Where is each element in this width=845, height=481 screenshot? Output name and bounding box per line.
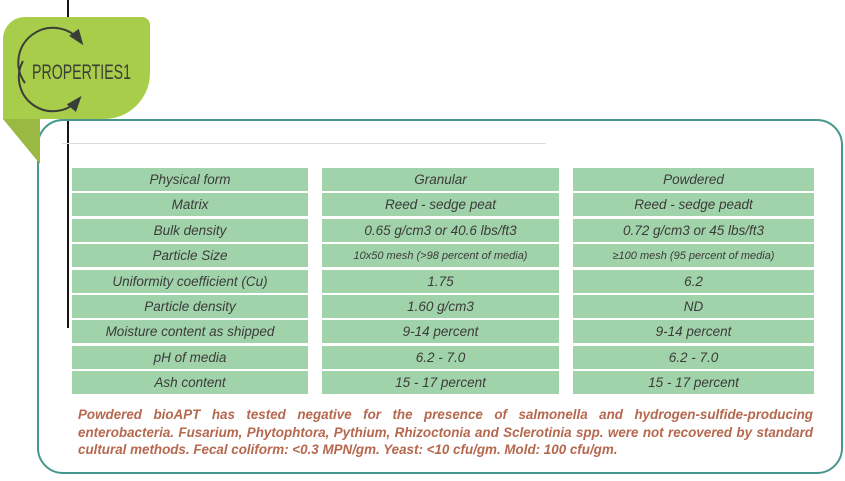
table-cell: Uniformity coefficient (Cu) (72, 269, 308, 293)
table-cell: 6.2 - 7.0 (573, 345, 814, 369)
table-cell: 10x50 mesh (>98 percent of media) (322, 244, 559, 268)
leaf-fold-shadow (3, 119, 40, 164)
table-cell: 15 - 17 percent (322, 371, 559, 395)
table-cell: 9-14 percent (322, 320, 559, 344)
table-cell: ≥100 mesh (95 percent of media) (573, 244, 814, 268)
table-cell: Physical form (72, 168, 308, 191)
table-cell: 6.2 (573, 269, 814, 293)
table-cell: Moisture content as shipped (72, 320, 308, 344)
table-cell: Particle Size (72, 244, 308, 268)
table-cell: Matrix (72, 193, 308, 217)
table-cell: 15 - 17 percent (573, 371, 814, 395)
properties-panel-border (37, 119, 843, 474)
table-column-granular: Granular Reed - sedge peat 0.65 g/cm3 or 4… (322, 168, 559, 395)
slide-vertical-rule (67, 0, 69, 328)
table-cell: 1.60 g/cm3 (322, 294, 559, 318)
table-cell: Bulk density (72, 218, 308, 242)
table-cell: ND (573, 294, 814, 318)
slide-horizontal-rule (62, 143, 546, 144)
table-cell: 1.75 (322, 269, 559, 293)
table-column-powdered: Powdered Reed - sedge peadt 0.72 g/cm3 or … (573, 168, 814, 395)
table-cell: Ash content (72, 371, 308, 395)
table-cell: Powdered (573, 168, 814, 191)
table-cell: 0.72 g/cm3 or 45 lbs/ft3 (573, 218, 814, 242)
table-cell: pH of media (72, 345, 308, 369)
table-column-property: Physical form Matrix Bulk density Particle … (72, 168, 308, 395)
properties-logo: PROPERTIES1 (3, 17, 150, 119)
table-cell: 6.2 - 7.0 (322, 345, 559, 369)
table-cell: Reed - sedge peat (322, 193, 559, 217)
footnote-text: Powdered bioAPT has tested negative for … (78, 407, 813, 458)
table-cell: 0.65 g/cm3 or 40.6 lbs/ft3 (322, 218, 559, 242)
logo-title: PROPERTIES1 (32, 61, 131, 84)
cycle-arrows-icon: PROPERTIES1 (17, 26, 133, 113)
table-cell: 9-14 percent (573, 320, 814, 344)
table-cell: Particle density (72, 294, 308, 318)
table-cell: Reed - sedge peadt (573, 193, 814, 217)
properties-table: Physical form Matrix Bulk density Particle … (72, 168, 814, 395)
table-cell: Granular (322, 168, 559, 191)
